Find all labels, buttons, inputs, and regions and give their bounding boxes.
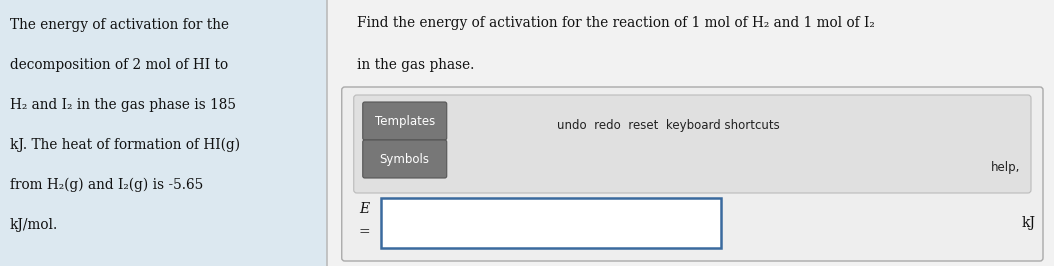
Text: Templates: Templates	[374, 114, 435, 127]
FancyBboxPatch shape	[363, 102, 447, 140]
Text: Symbols: Symbols	[379, 152, 430, 165]
Bar	[380, 198, 721, 248]
Text: help,: help,	[991, 161, 1020, 174]
Bar	[0, 0, 327, 266]
Text: kJ/mol.: kJ/mol.	[9, 218, 58, 232]
Text: undo  redo  reset  keyboard shortcuts: undo redo reset keyboard shortcuts	[557, 119, 780, 132]
Text: Find the energy of activation for the reaction of 1 mol of H₂ and 1 mol of I₂: Find the energy of activation for the re…	[356, 16, 875, 30]
Text: The energy of activation for the: The energy of activation for the	[9, 18, 229, 32]
Text: from H₂(g) and I₂(g) is -5.65: from H₂(g) and I₂(g) is -5.65	[9, 178, 203, 192]
Bar	[327, 0, 1054, 266]
Text: =: =	[358, 226, 370, 239]
Text: kJ. The heat of formation of HI(g): kJ. The heat of formation of HI(g)	[9, 138, 240, 152]
Text: kJ: kJ	[1022, 216, 1036, 230]
Text: in the gas phase.: in the gas phase.	[356, 58, 474, 72]
Text: H₂ and I₂ in the gas phase is 185: H₂ and I₂ in the gas phase is 185	[9, 98, 236, 112]
FancyBboxPatch shape	[363, 140, 447, 178]
FancyBboxPatch shape	[341, 87, 1043, 261]
FancyBboxPatch shape	[354, 95, 1031, 193]
Text: decomposition of 2 mol of HI to: decomposition of 2 mol of HI to	[9, 58, 228, 72]
Text: E: E	[358, 202, 369, 216]
